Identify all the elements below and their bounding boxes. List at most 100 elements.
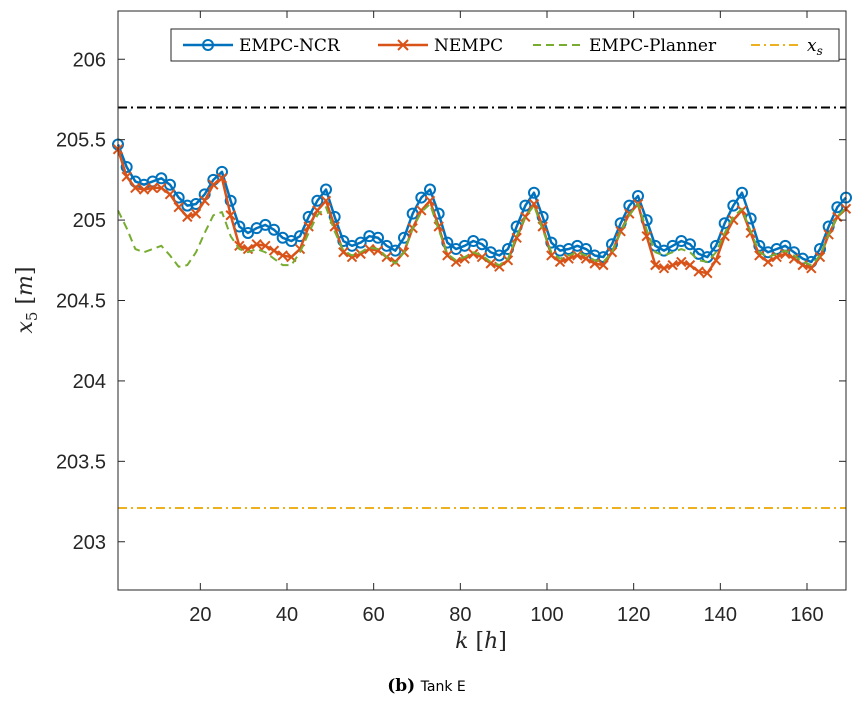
point-empc-ncr bbox=[476, 238, 488, 251]
point-nempc bbox=[164, 189, 176, 200]
point-nempc bbox=[598, 259, 609, 271]
series-line-empc-planner bbox=[117, 203, 847, 268]
point-nempc bbox=[260, 240, 271, 252]
ticks: 20 40 60 80 100 120 140 160 203 203.5 204 204.5 205 2… bbox=[56, 11, 846, 626]
series-empc-ncr bbox=[112, 138, 852, 268]
point-empc-ncr bbox=[328, 210, 341, 223]
point-nempc bbox=[563, 253, 574, 264]
point-nempc bbox=[277, 250, 288, 261]
point-nempc bbox=[658, 263, 670, 274]
point-nempc bbox=[606, 247, 618, 258]
y-tick-label: 203 bbox=[73, 532, 106, 554]
point-nempc bbox=[762, 256, 774, 268]
point-empc-ncr bbox=[666, 239, 679, 252]
point-nempc bbox=[528, 198, 540, 210]
point-empc-ncr bbox=[424, 183, 436, 196]
caption-label: (b) bbox=[387, 676, 416, 696]
legend: EMPC-NCR NEMPC EMPC-Planner xs bbox=[170, 28, 840, 62]
x-tick-label: 40 bbox=[276, 604, 298, 626]
point-nempc bbox=[502, 255, 514, 266]
legend-entry-nempc: NEMPC bbox=[378, 36, 503, 56]
point-nempc bbox=[676, 256, 687, 268]
point-nempc bbox=[806, 263, 817, 274]
series-empc-planner bbox=[117, 203, 847, 268]
point-empc-ncr bbox=[216, 165, 228, 178]
x-tick-label: 120 bbox=[617, 604, 650, 626]
x-tick-label: 160 bbox=[790, 604, 823, 626]
point-nempc bbox=[511, 232, 522, 243]
point-empc-ncr bbox=[389, 244, 402, 257]
point-nempc bbox=[147, 182, 158, 194]
point-nempc bbox=[121, 171, 132, 182]
point-nempc bbox=[138, 184, 150, 195]
point-nempc bbox=[234, 240, 245, 252]
point-empc-ncr bbox=[580, 243, 592, 256]
y-tick-label: 205 bbox=[73, 210, 106, 232]
point-nempc bbox=[156, 182, 167, 194]
y-tick-label: 205.5 bbox=[56, 130, 106, 152]
point-empc-ncr bbox=[684, 238, 696, 251]
point-empc-ncr bbox=[120, 161, 133, 174]
point-nempc bbox=[615, 226, 626, 237]
point-nempc bbox=[650, 259, 661, 271]
point-empc-ncr bbox=[623, 199, 636, 212]
point-empc-ncr bbox=[242, 226, 254, 239]
point-empc-ncr bbox=[372, 231, 384, 244]
point-empc-ncr bbox=[736, 186, 748, 199]
point-nempc bbox=[303, 221, 314, 232]
point-nempc bbox=[442, 250, 453, 261]
point-nempc bbox=[190, 208, 202, 219]
point-empc-ncr bbox=[831, 201, 844, 214]
point-nempc bbox=[338, 247, 349, 258]
point-nempc bbox=[788, 253, 800, 264]
point-nempc bbox=[719, 230, 730, 242]
point-nempc bbox=[702, 267, 713, 279]
point-empc-ncr bbox=[268, 223, 280, 236]
legend-label-empc-ncr: EMPC-NCR bbox=[239, 36, 341, 56]
point-nempc bbox=[364, 243, 375, 255]
point-nempc bbox=[554, 256, 566, 268]
point-nempc bbox=[130, 182, 141, 194]
point-nempc bbox=[667, 259, 678, 271]
point-nempc bbox=[225, 210, 236, 221]
point-empc-ncr bbox=[155, 172, 168, 185]
legend-entry-empc-ncr: EMPC-NCR bbox=[183, 36, 341, 56]
point-empc-ncr bbox=[632, 189, 644, 202]
caption-text: Tank E bbox=[420, 679, 466, 695]
point-empc-ncr bbox=[354, 236, 367, 249]
point-nempc bbox=[251, 239, 262, 250]
y-tick-label: 204 bbox=[73, 371, 106, 393]
point-nempc bbox=[684, 259, 696, 271]
axes-box bbox=[117, 10, 847, 591]
y-axis-label: x5 [m] bbox=[13, 266, 41, 333]
y-tick-label: 203.5 bbox=[56, 451, 106, 473]
x-tick-label: 140 bbox=[704, 604, 737, 626]
point-nempc bbox=[199, 195, 210, 206]
legend-box bbox=[170, 28, 840, 62]
point-nempc bbox=[320, 195, 332, 206]
point-empc-ncr bbox=[224, 194, 237, 207]
point-nempc bbox=[754, 250, 765, 261]
series-line-empc-ncr bbox=[116, 144, 847, 264]
point-empc-ncr bbox=[285, 234, 298, 247]
point-empc-ncr bbox=[363, 230, 376, 243]
point-empc-ncr bbox=[528, 186, 540, 199]
point-nempc bbox=[693, 266, 704, 277]
point-empc-ncr bbox=[458, 239, 471, 252]
x-tick-label: 100 bbox=[530, 604, 563, 626]
point-empc-ncr bbox=[658, 244, 670, 257]
point-nempc bbox=[216, 173, 228, 184]
point-nempc bbox=[208, 179, 219, 190]
point-empc-ncr bbox=[519, 199, 532, 212]
x-tick-label: 20 bbox=[189, 604, 211, 626]
series-nempc bbox=[112, 144, 852, 279]
point-nempc bbox=[710, 255, 722, 266]
y-tick-label: 206 bbox=[73, 49, 106, 71]
legend-entry-empc-planner: EMPC-Planner bbox=[533, 36, 717, 56]
figure-caption: (b) Tank E bbox=[0, 676, 853, 696]
point-nempc bbox=[468, 248, 479, 260]
point-nempc bbox=[173, 202, 184, 213]
reference-lines bbox=[118, 106, 846, 509]
point-empc-ncr bbox=[181, 199, 194, 212]
